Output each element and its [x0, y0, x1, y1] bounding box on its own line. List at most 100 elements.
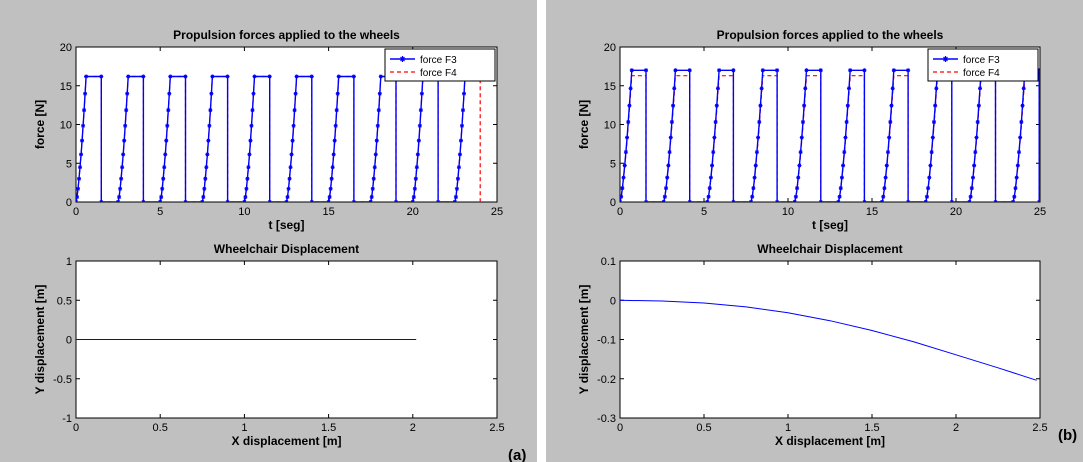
series-force-f3-marker	[207, 123, 212, 128]
series-force-f3-marker	[122, 138, 127, 143]
y-tick-label: -0.5	[53, 374, 72, 386]
series-force-f3-marker	[124, 108, 129, 113]
series-force-f3-marker	[837, 194, 842, 199]
series-force-f3-marker	[332, 138, 337, 143]
series-force-f3-marker	[248, 138, 253, 143]
series-force-f3-marker	[713, 120, 718, 125]
series-force-f3-marker	[717, 68, 722, 73]
x-tick-label: 0.5	[153, 422, 168, 434]
y-tick-label: 20	[604, 42, 616, 54]
series-force-f3-marker	[412, 186, 417, 191]
series-force-f3-marker	[731, 68, 736, 73]
x-tick-label: 0	[617, 422, 623, 434]
series-force-f3-marker	[714, 103, 719, 108]
series-force-f3-marker	[707, 186, 712, 191]
series-force-f3-marker	[84, 74, 89, 79]
y-tick-label: 0	[610, 197, 616, 209]
series-force-f3-marker	[162, 165, 167, 170]
legend-box	[927, 48, 1039, 82]
series-force-f3-marker	[369, 195, 374, 200]
chart-0-1: Wheelchair Displacement 0 0.5 1 1.5 2 2.5 -1 -0.…	[33, 242, 505, 448]
y-tick-label: 10	[604, 120, 616, 132]
legend: force F3 force F4	[927, 48, 1039, 82]
series-force-f3-marker	[969, 186, 974, 191]
series-force-f3-marker	[838, 186, 843, 191]
y-tick-label: 5	[610, 158, 616, 170]
series-force-f3-marker	[163, 152, 168, 157]
series-force-f3-marker	[978, 86, 983, 91]
series-force-f3-marker	[804, 68, 809, 73]
series-force-f3-marker	[460, 108, 465, 113]
series-force-f3-marker	[800, 120, 805, 125]
series-force-f3-marker	[1015, 163, 1020, 168]
series-force-f3-marker	[201, 195, 206, 200]
series-force-f3-marker	[750, 194, 755, 199]
series-force-f3-marker	[378, 74, 383, 79]
chart-title: Propulsion forces applied to the wheels	[173, 28, 400, 42]
y-tick-label: 0	[610, 295, 616, 307]
series-force-f3-marker	[710, 163, 715, 168]
series-force-f3-marker	[664, 186, 669, 191]
series-force-f3-marker	[839, 175, 844, 180]
series-force-f3-marker	[845, 103, 850, 108]
x-tick-label: 2.5	[1032, 422, 1047, 434]
series-force-f3-marker	[973, 150, 978, 155]
y-axis-label: force [N]	[33, 100, 47, 149]
legend-label-0: force F3	[420, 55, 457, 66]
series-force-f3-marker	[287, 176, 292, 181]
legend-marker	[942, 56, 949, 62]
series-force-f3-marker	[251, 91, 256, 96]
series-force-f3-marker	[454, 186, 459, 191]
x-tick-label: 1.5	[864, 422, 879, 434]
series-force-f3-marker	[970, 175, 975, 180]
series-force-f3-marker	[370, 186, 375, 191]
series-force-f3-marker	[330, 165, 335, 170]
plot-content	[620, 68, 1040, 202]
x-tick-label: 15	[322, 206, 334, 218]
series-force-f3-marker	[926, 186, 931, 191]
series-force-f3-marker	[671, 103, 676, 108]
series-force-f3-marker	[77, 176, 82, 181]
series-force-f3-marker	[413, 176, 418, 181]
series-force-f3-marker	[411, 195, 416, 200]
x-tick-label: 25	[1034, 206, 1046, 218]
legend-label-0: force F3	[963, 55, 1000, 66]
y-tick-label: -0.1	[597, 335, 616, 347]
series-force-f3-marker	[351, 74, 356, 79]
series-force-f3-marker	[161, 176, 166, 181]
x-tick-label: 1	[241, 422, 247, 434]
series-force-f3-marker	[882, 186, 887, 191]
series-force-f3-marker	[285, 195, 290, 200]
x-axis-label: X displacement [m]	[231, 434, 341, 448]
series-force-f3-marker	[842, 150, 847, 155]
series-force-f3-marker	[976, 103, 981, 108]
chart-title: Propulsion forces applied to the wheels	[717, 28, 944, 42]
series-force-f3-marker	[848, 68, 853, 73]
series-force-f3-marker	[622, 163, 627, 168]
panel-b: Propulsion forces applied to the wheels 0…	[546, 0, 1083, 462]
y-tick-label: 1	[66, 256, 72, 268]
series-force-f3-marker	[665, 175, 670, 180]
x-axis-label: t [seg]	[269, 218, 305, 232]
legend-marker	[399, 56, 406, 62]
series-force-f3-marker	[167, 91, 172, 96]
x-tick-label: 20	[407, 206, 419, 218]
series-force-f3-marker	[415, 152, 420, 157]
series-force-f3-marker	[225, 74, 230, 79]
series-force-f3-marker	[293, 91, 298, 96]
x-tick-label: 2	[410, 422, 416, 434]
series-force-f3-marker	[1037, 68, 1040, 73]
series-force-f3-marker	[629, 68, 634, 73]
series-force-f3-marker	[666, 163, 671, 168]
series-force-f3-marker	[1014, 175, 1019, 180]
series-force-f3-marker	[327, 195, 332, 200]
series-force-f3-line	[76, 75, 477, 202]
series-force-f3-marker	[667, 150, 672, 155]
series-force-f3-line	[620, 69, 1040, 202]
series-force-f3-marker	[1017, 150, 1021, 155]
x-tick-label: 0	[73, 422, 79, 434]
series-force-f3-marker	[968, 194, 973, 199]
series-force-f3-marker	[843, 135, 848, 140]
series-force-f3-marker	[120, 165, 125, 170]
